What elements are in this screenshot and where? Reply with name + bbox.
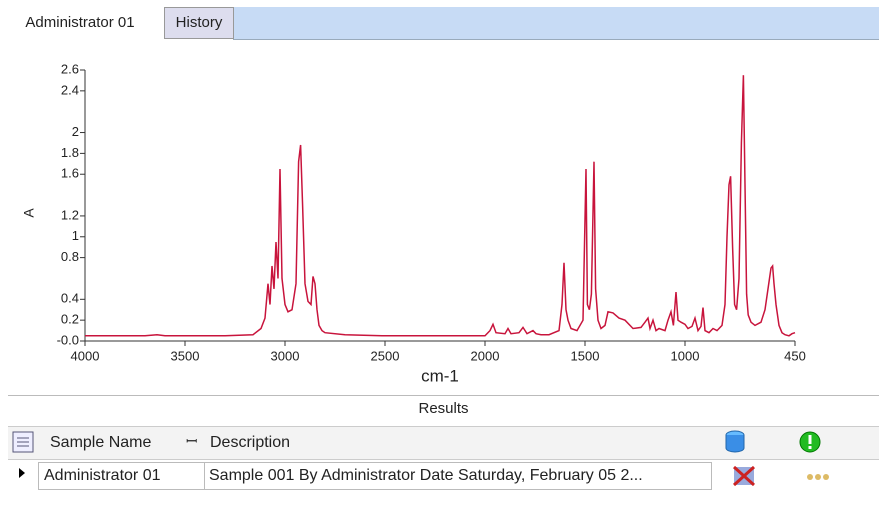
tab-strip: Administrator 01 History <box>0 0 879 40</box>
database-icon[interactable] <box>724 430 746 454</box>
tab[interactable]: Administrator 01 <box>0 7 160 39</box>
y-axis-label: A <box>21 208 37 218</box>
results-panel: Results Sample Name ꟷ Description Admini… <box>8 395 879 528</box>
y-tick-label: 0.2 <box>61 312 79 327</box>
y-tick-label: 1.6 <box>61 166 79 181</box>
y-tick-label: -0.0 <box>57 332 79 347</box>
chart: A cm-1 -0.0 0.2 0.4 0.8 1 1.2 1.6 1.8 2 2.4 2.6 400… <box>21 61 806 385</box>
status-icon[interactable] <box>798 430 822 454</box>
y-tick-label: 1 <box>72 228 79 243</box>
y-tick-label: 2.4 <box>61 82 79 97</box>
x-tick-label: 450 <box>784 348 806 363</box>
y-tick-label: 1.8 <box>61 145 79 160</box>
results-title: Results <box>418 400 469 417</box>
x-tick-label: 3000 <box>271 348 300 363</box>
progress-icon <box>807 474 829 480</box>
column-header[interactable]: Description <box>210 434 291 451</box>
y-tick-label: 0.4 <box>61 291 79 306</box>
x-tick-label: 2000 <box>471 348 500 363</box>
x-tick-label: 3500 <box>171 348 200 363</box>
x-axis-label: cm-1 <box>421 366 459 385</box>
pin-icon[interactable]: ꟷ <box>186 433 198 449</box>
column-chooser-icon[interactable] <box>12 431 34 453</box>
y-tick-label: 1.2 <box>61 207 79 222</box>
x-tick-label: 2500 <box>371 348 400 363</box>
y-tick-label: 2 <box>72 124 79 139</box>
column-header[interactable]: Sample Name <box>50 434 152 451</box>
x-tick-label: 1000 <box>671 348 700 363</box>
tab-bar-bg <box>233 7 879 40</box>
no-database-icon <box>732 465 756 487</box>
table-cell[interactable]: Sample 001 By Administrator Date Saturda… <box>204 462 712 490</box>
table-cell[interactable]: Administrator 01 <box>38 462 205 490</box>
x-tick-label: 4000 <box>71 348 100 363</box>
y-tick-label: 2.6 <box>61 61 79 76</box>
tab[interactable]: History <box>164 7 234 39</box>
x-tick-label: 1500 <box>571 348 600 363</box>
spectrum-line <box>85 75 796 337</box>
row-indicator <box>19 468 25 478</box>
y-tick-label: 0.8 <box>61 249 79 264</box>
